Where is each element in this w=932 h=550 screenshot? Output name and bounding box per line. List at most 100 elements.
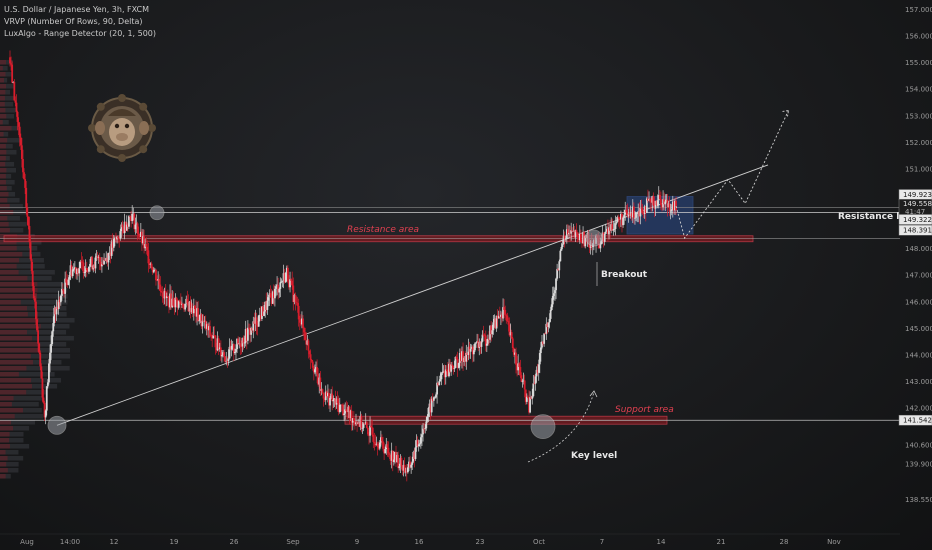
candle-down xyxy=(373,441,376,443)
candle-up xyxy=(254,317,257,324)
candle-up xyxy=(364,422,367,424)
time-tick-label: 7 xyxy=(600,538,604,546)
candle-down xyxy=(666,199,669,208)
candle-up xyxy=(529,397,531,413)
ascending-trendline xyxy=(56,164,769,426)
candle-up xyxy=(72,268,75,270)
candle-up xyxy=(51,331,54,345)
key-level-label: Key level xyxy=(571,451,617,461)
candle-up xyxy=(582,232,584,244)
candle-up xyxy=(132,213,135,215)
volume-bar xyxy=(0,204,23,209)
candle-up xyxy=(441,371,444,374)
candle-down xyxy=(38,343,41,353)
candle-up xyxy=(94,257,97,269)
candles xyxy=(9,50,677,482)
volume-bar xyxy=(0,96,16,101)
volume-bar xyxy=(0,264,45,269)
candle-down xyxy=(19,137,22,146)
candle-down xyxy=(56,307,59,310)
symbol-title[interactable]: U.S. Dollar / Japanese Yen, 3h, FXCM xyxy=(4,5,150,14)
candle-down xyxy=(259,315,262,319)
candle-down xyxy=(520,375,523,382)
volume-bar-delta xyxy=(0,264,17,269)
candle-up xyxy=(461,351,463,361)
volume-bar xyxy=(0,378,62,383)
candle-down xyxy=(504,309,507,315)
candle-up xyxy=(408,461,410,468)
candle-up xyxy=(605,228,608,232)
candle-down xyxy=(366,427,369,435)
candle-up xyxy=(241,337,244,347)
volume-bar xyxy=(0,414,43,419)
candle-up xyxy=(427,407,430,417)
candle-up xyxy=(541,341,543,348)
candle-down xyxy=(360,416,363,429)
volume-bar-delta xyxy=(0,300,21,305)
candle-up xyxy=(565,229,568,239)
volume-bar xyxy=(0,252,41,257)
volume-bar xyxy=(0,474,11,479)
candle-up xyxy=(261,306,263,319)
candle-down xyxy=(248,327,250,329)
candle-down xyxy=(251,327,254,331)
candle-up xyxy=(425,421,428,429)
tag-support-bg xyxy=(898,414,932,426)
candle-down xyxy=(133,213,136,230)
candle-down xyxy=(358,422,361,427)
candle-down xyxy=(93,265,96,269)
indicator-range-detector[interactable]: LuxAlgo - Range Detector (20, 1, 500) xyxy=(4,29,157,38)
candle-up xyxy=(491,330,494,335)
candle-down xyxy=(638,211,641,217)
volume-bar xyxy=(0,138,21,143)
levels xyxy=(0,164,900,426)
indicator-vrvp[interactable]: VRVP (Number Of Rows, 90, Delta) xyxy=(4,17,143,26)
candle-down xyxy=(510,332,513,339)
volume-bar xyxy=(0,90,11,95)
candle-up xyxy=(470,346,473,349)
candle-up xyxy=(399,457,402,467)
candle-up xyxy=(645,198,648,213)
time-tick-label: 26 xyxy=(230,538,239,546)
candle-down xyxy=(286,267,289,282)
candle-up xyxy=(624,210,627,215)
candle-up xyxy=(71,269,74,277)
candle-up xyxy=(107,252,110,263)
candle-down xyxy=(642,212,645,214)
candle-down xyxy=(323,398,326,401)
volume-bar xyxy=(0,282,64,287)
candle-down xyxy=(63,290,65,294)
candle-down xyxy=(162,296,165,299)
volume-bar xyxy=(0,180,15,185)
candle-up xyxy=(110,241,113,256)
logo-ornament xyxy=(139,102,148,111)
candle-down xyxy=(571,230,574,232)
candle-down xyxy=(352,418,355,421)
volume-bar xyxy=(0,162,15,167)
candle-down xyxy=(214,335,217,348)
candle-down xyxy=(401,466,404,471)
candle-down xyxy=(305,339,308,345)
volume-bar-delta xyxy=(0,306,28,311)
candle-up xyxy=(436,382,438,395)
candle-up xyxy=(236,338,238,350)
volume-bar-delta xyxy=(0,318,39,323)
candle-down xyxy=(365,422,368,428)
candle-up xyxy=(521,380,524,382)
candle-down xyxy=(456,358,459,368)
candle-down xyxy=(322,392,325,399)
tag-high: 149.923 xyxy=(903,191,932,199)
candle-down xyxy=(557,269,560,271)
volume-bar-delta xyxy=(0,360,34,365)
candle-up xyxy=(398,466,401,469)
volume-bar-delta xyxy=(0,204,10,209)
candle-down xyxy=(462,351,464,362)
candle-up xyxy=(454,356,457,368)
candle-up xyxy=(480,341,483,347)
candle-down xyxy=(319,377,322,391)
candle-down xyxy=(277,284,280,293)
candle-up xyxy=(531,396,534,399)
candle-down xyxy=(239,343,242,347)
candle-down xyxy=(161,292,164,297)
